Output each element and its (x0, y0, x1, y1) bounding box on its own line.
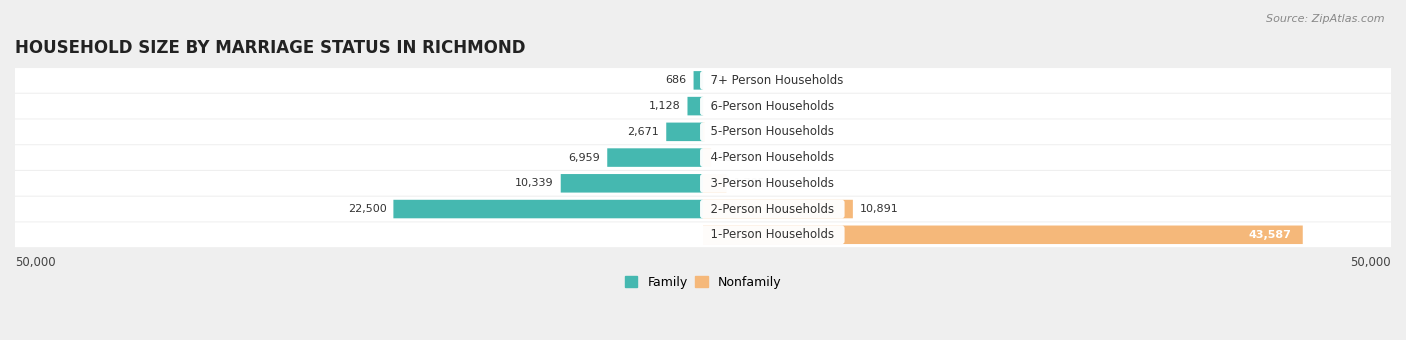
Text: 2,671: 2,671 (627, 127, 659, 137)
Text: HOUSEHOLD SIZE BY MARRIAGE STATUS IN RICHMOND: HOUSEHOLD SIZE BY MARRIAGE STATUS IN RIC… (15, 39, 526, 57)
FancyBboxPatch shape (693, 71, 703, 90)
Text: 1,128: 1,128 (648, 101, 681, 111)
FancyBboxPatch shape (15, 197, 1391, 221)
Text: 23: 23 (710, 101, 724, 111)
FancyBboxPatch shape (666, 123, 703, 141)
Text: 3-Person Households: 3-Person Households (703, 177, 842, 190)
Text: 1-Person Households: 1-Person Households (703, 228, 842, 241)
FancyBboxPatch shape (703, 225, 1303, 244)
Text: 10,339: 10,339 (515, 178, 554, 188)
Text: 43,587: 43,587 (1249, 230, 1292, 240)
FancyBboxPatch shape (15, 68, 1391, 93)
Text: 6-Person Households: 6-Person Households (703, 100, 842, 113)
FancyBboxPatch shape (561, 174, 703, 192)
Text: 7+ Person Households: 7+ Person Households (703, 74, 851, 87)
FancyBboxPatch shape (15, 119, 1391, 144)
Text: 1,705: 1,705 (734, 178, 765, 188)
Text: 4-Person Households: 4-Person Households (703, 151, 842, 164)
Text: 10: 10 (710, 75, 724, 85)
Text: Source: ZipAtlas.com: Source: ZipAtlas.com (1267, 14, 1385, 23)
Text: 5-Person Households: 5-Person Households (703, 125, 842, 138)
FancyBboxPatch shape (607, 148, 703, 167)
Text: 10,891: 10,891 (859, 204, 898, 214)
FancyBboxPatch shape (15, 171, 1391, 196)
FancyBboxPatch shape (15, 145, 1391, 170)
Text: 50,000: 50,000 (15, 256, 56, 269)
FancyBboxPatch shape (15, 222, 1391, 247)
Text: 587: 587 (718, 153, 740, 163)
Legend: Family, Nonfamily: Family, Nonfamily (620, 271, 786, 294)
Text: 686: 686 (665, 75, 686, 85)
Text: 50,000: 50,000 (1350, 256, 1391, 269)
FancyBboxPatch shape (394, 200, 703, 218)
FancyBboxPatch shape (703, 200, 853, 218)
FancyBboxPatch shape (703, 123, 704, 141)
FancyBboxPatch shape (15, 94, 1391, 118)
Text: 22,500: 22,500 (347, 204, 387, 214)
FancyBboxPatch shape (703, 148, 711, 167)
Text: 115: 115 (711, 127, 733, 137)
FancyBboxPatch shape (688, 97, 703, 115)
Text: 6,959: 6,959 (568, 153, 600, 163)
Text: 2-Person Households: 2-Person Households (703, 203, 842, 216)
FancyBboxPatch shape (703, 174, 727, 192)
